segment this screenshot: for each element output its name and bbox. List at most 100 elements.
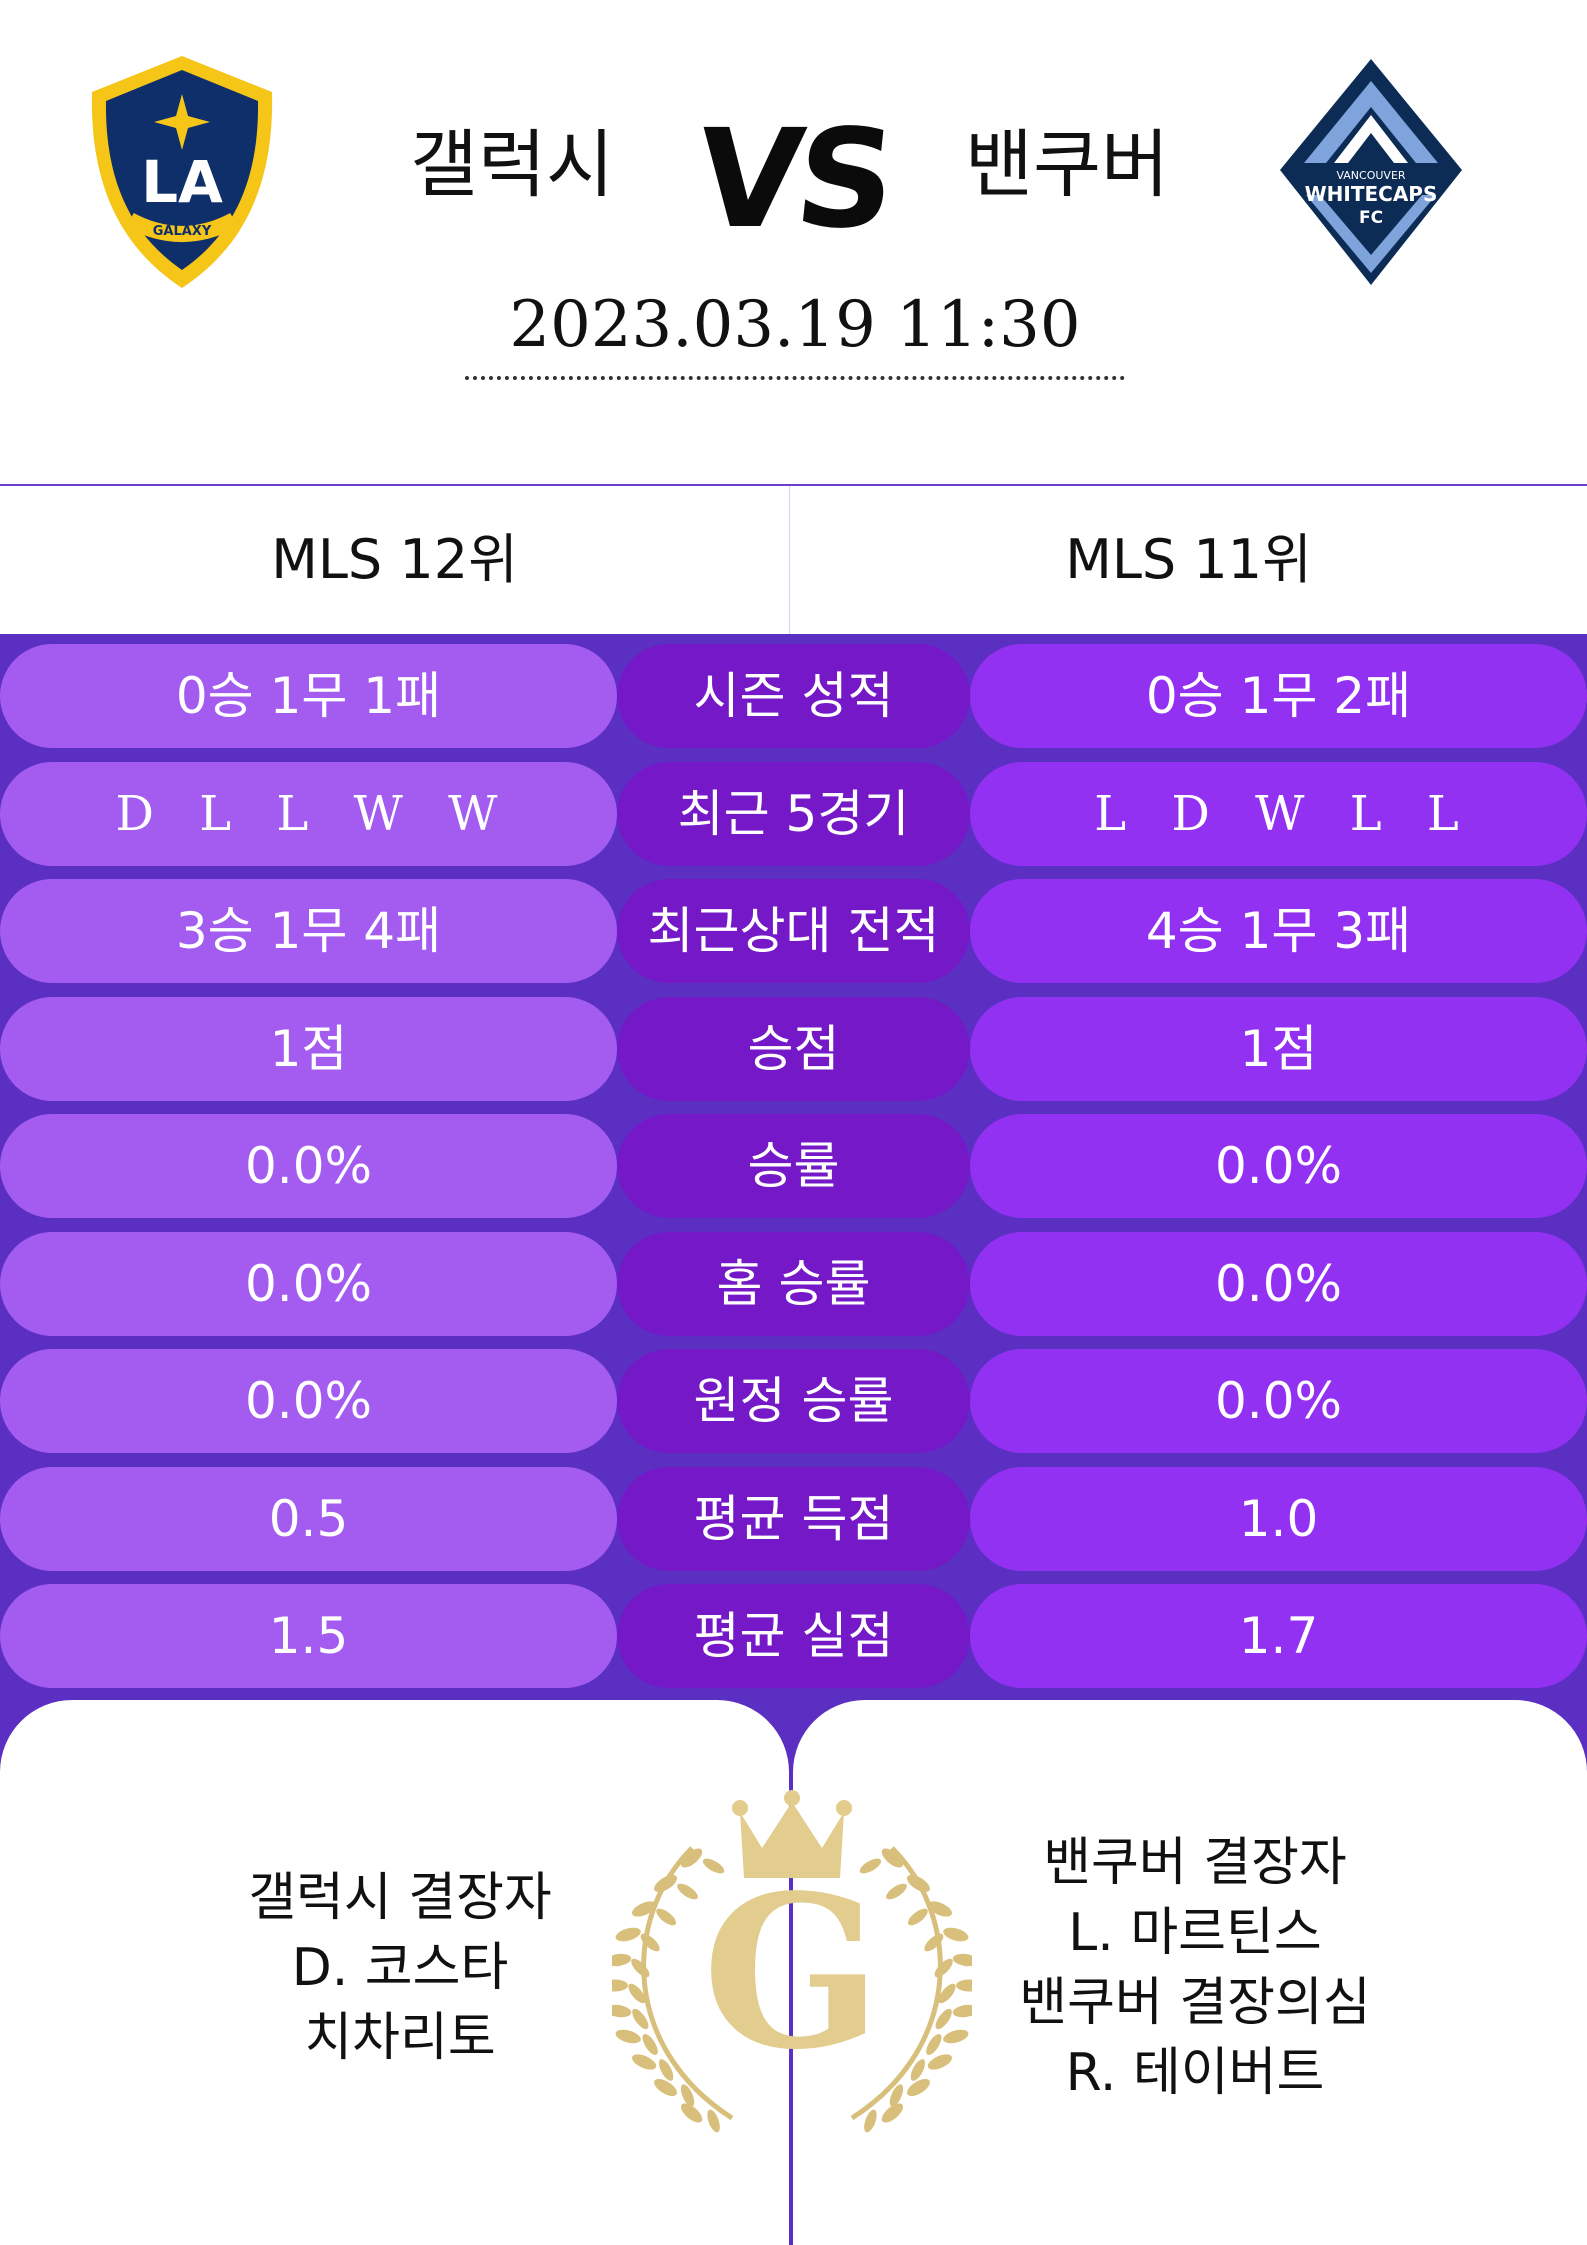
laurel-leaf-icon [632,2008,649,2030]
laurel-leaf-icon [658,2059,674,2081]
laurel-leaf-icon [924,1933,944,1952]
laurel-leaf-icon [927,2054,953,2070]
whitecaps-text-mid: WHITECAPS [1305,182,1438,206]
home-rank: MLS 12위 [0,486,790,634]
laurel-leaf-icon [907,1908,928,1926]
laurel-leaf-icon [707,2109,720,2133]
laurel-leaf-icon [642,2033,658,2056]
laurel-leaf-icon [935,2008,952,2030]
away-stat-value: L D W L L [970,762,1587,866]
stat-label: 평균 득점 [617,1467,970,1571]
home-team-name: 갤럭시 [409,122,615,208]
laurel-leaf-icon [906,2078,930,2097]
laurel-leaf-icon [943,2029,969,2044]
away-team-name: 밴쿠버 [964,122,1170,208]
home-stat-value: 0승 1무 1패 [0,644,617,748]
home-stat-value: 3승 1무 4패 [0,879,617,983]
away-doubtful-player: R. 테이버트 [1065,2043,1325,2103]
laurel-leaf-icon [702,1858,725,1874]
laurel-leaf-icon [631,1958,650,1978]
home-stat-value: 0.0% [0,1349,617,1453]
away-rank: MLS 11위 [790,486,1587,634]
stat-label: 최근 5경기 [617,762,970,866]
away-stat-value: 1.7 [970,1584,1587,1688]
home-stat-value: 1점 [0,997,617,1101]
away-stat-value: 0.0% [970,1232,1587,1336]
la-logo-letters: LA [141,148,223,216]
la-logo-ring-text: GALAXY [153,224,212,239]
away-stat-value: 0승 1무 2패 [970,644,1587,748]
laurel-leaf-icon [654,2078,678,2097]
home-absent-player: D. 코스타 [291,1938,509,1998]
laurel-leaf-icon [938,1983,956,2004]
header-divider [0,484,1587,486]
laurel-leaf-icon [952,1953,972,1967]
home-absent-player: 치차리토 [304,2008,496,2068]
stat-label: 시즌 성적 [617,644,970,748]
laurel-leaf-icon [889,2084,904,2107]
home-stat-value: 1.5 [0,1584,617,1688]
laurel-leaf-icon [680,1848,703,1868]
stat-label: 원정 승률 [617,1349,970,1453]
whitecaps-text-top: VANCOUVER [1336,169,1405,182]
laurel-leaf-icon [926,2033,942,2056]
whitecaps-text-bottom: FC [1359,208,1383,228]
laurel-leaf-icon [654,1874,678,1893]
laurel-leaf-icon [628,1983,646,2004]
match-header [0,0,1587,486]
away-absent-player: L. 마르틴스 [1068,1903,1322,1963]
stat-label: 홈 승률 [617,1232,970,1336]
la-galaxy-logo: LA GALAXY [91,56,273,288]
laurel-leaf-icon [859,1858,882,1874]
laurel-leaf-icon [881,1848,904,1868]
home-absentees-card [0,1700,789,2245]
vs-label: VS [689,101,897,259]
away-absentees-card [793,1700,1587,2245]
laurel-leaf-icon [612,1953,632,1967]
away-stat-value: 0.0% [970,1349,1587,1453]
away-stat-value: 4승 1무 3패 [970,879,1587,983]
laurel-leaf-icon [881,2103,904,2123]
laurel-leaf-icon [886,1883,907,1900]
laurel-leaf-icon [956,1979,972,1992]
laurel-leaf-icon [615,2029,641,2044]
laurel-leaf-icon [640,1933,660,1952]
away-stat-value: 1점 [970,997,1587,1101]
crown-laurel-emblem-icon: G [612,1790,972,2133]
laurel-leaf-icon [631,1901,657,1917]
away-stat-value: 1.0 [970,1467,1587,1571]
away-stat-value: 0.0% [970,1114,1587,1218]
emblem-letter: G [702,1849,881,2096]
home-stat-value: 0.0% [0,1232,617,1336]
date-underline [465,376,1125,380]
laurel-leaf-icon [631,2054,657,2070]
laurel-leaf-icon [927,1901,953,1917]
laurel-leaf-icon [934,1958,953,1978]
away-doubtful-heading: 밴쿠버 결장의심 [1019,1973,1371,2033]
laurel-leaf-icon [615,1927,641,1942]
laurel-leaf-icon [677,1883,698,1900]
stat-label: 승점 [617,997,970,1101]
laurel-leaf-icon [943,1927,969,1942]
stat-label: 승률 [617,1114,970,1218]
home-absent-heading: 갤럭시 결장자 [248,1868,552,1928]
laurel-leaf-icon [906,1874,930,1893]
away-absent-heading: 밴쿠버 결장자 [1043,1833,1347,1893]
laurel-leaf-icon [864,2109,877,2133]
laurel-leaf-icon [680,2084,695,2107]
home-stat-value: 0.5 [0,1467,617,1571]
laurel-leaf-icon [952,2004,972,2018]
home-absentees-list: 갤럭시 결장자 D. 코스타 치차리토 [140,1863,660,2073]
laurel-leaf-icon [680,2103,703,2123]
laurel-leaf-icon [656,1908,677,1926]
stat-label: 최근상대 전적 [617,879,970,983]
stat-label: 평균 실점 [617,1584,970,1688]
home-stat-value: D L L W W [0,762,617,866]
vancouver-whitecaps-logo: VANCOUVER WHITECAPS FC [1280,59,1462,285]
home-stat-value: 0.0% [0,1114,617,1218]
match-datetime: 2023.03.19 11:30 [509,288,1081,362]
away-absentees-list: 밴쿠버 결장자 L. 마르틴스 밴쿠버 결장의심 R. 테이버트 [955,1828,1435,2108]
laurel-leaf-icon [612,2004,632,2018]
laurel-leaf-icon [612,1979,628,1992]
laurel-leaf-icon [910,2059,926,2081]
